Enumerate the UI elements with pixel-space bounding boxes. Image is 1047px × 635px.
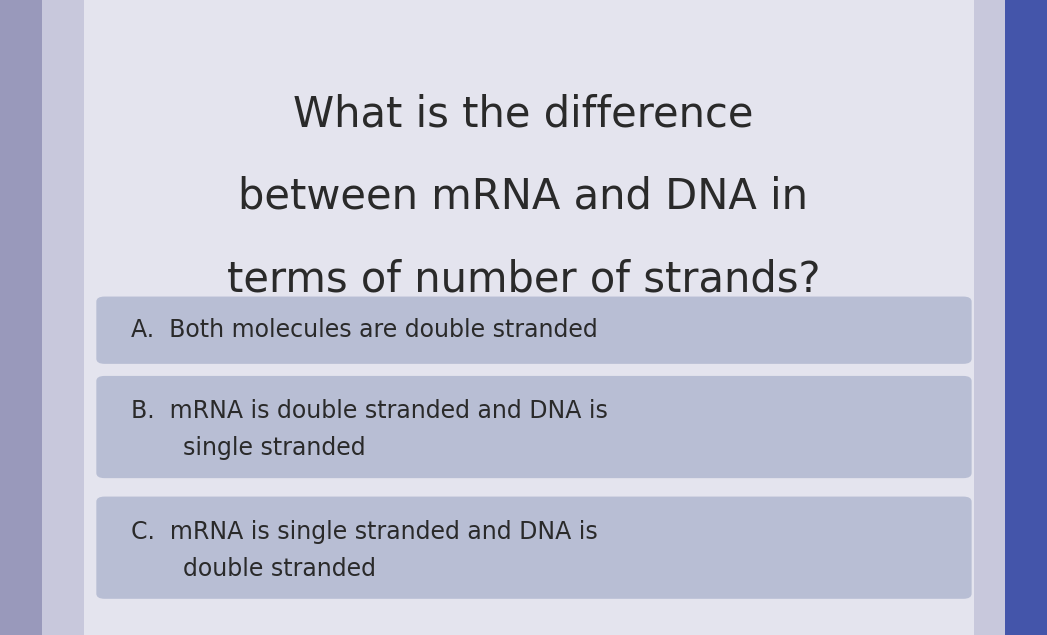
Text: C.  mRNA is single stranded and DNA is: C. mRNA is single stranded and DNA is bbox=[131, 520, 598, 544]
Text: A.  Both molecules are double stranded: A. Both molecules are double stranded bbox=[131, 318, 598, 342]
FancyBboxPatch shape bbox=[0, 0, 42, 635]
FancyBboxPatch shape bbox=[96, 376, 972, 478]
Text: B.  mRNA is double stranded and DNA is: B. mRNA is double stranded and DNA is bbox=[131, 399, 607, 424]
Text: double stranded: double stranded bbox=[183, 557, 376, 581]
FancyBboxPatch shape bbox=[96, 297, 972, 364]
Text: What is the difference: What is the difference bbox=[293, 93, 754, 135]
Text: between mRNA and DNA in: between mRNA and DNA in bbox=[239, 176, 808, 218]
Text: terms of number of strands?: terms of number of strands? bbox=[227, 258, 820, 300]
FancyBboxPatch shape bbox=[1005, 0, 1047, 635]
FancyBboxPatch shape bbox=[42, 0, 84, 635]
FancyBboxPatch shape bbox=[974, 0, 1005, 635]
Text: single stranded: single stranded bbox=[183, 436, 365, 460]
FancyBboxPatch shape bbox=[96, 497, 972, 599]
